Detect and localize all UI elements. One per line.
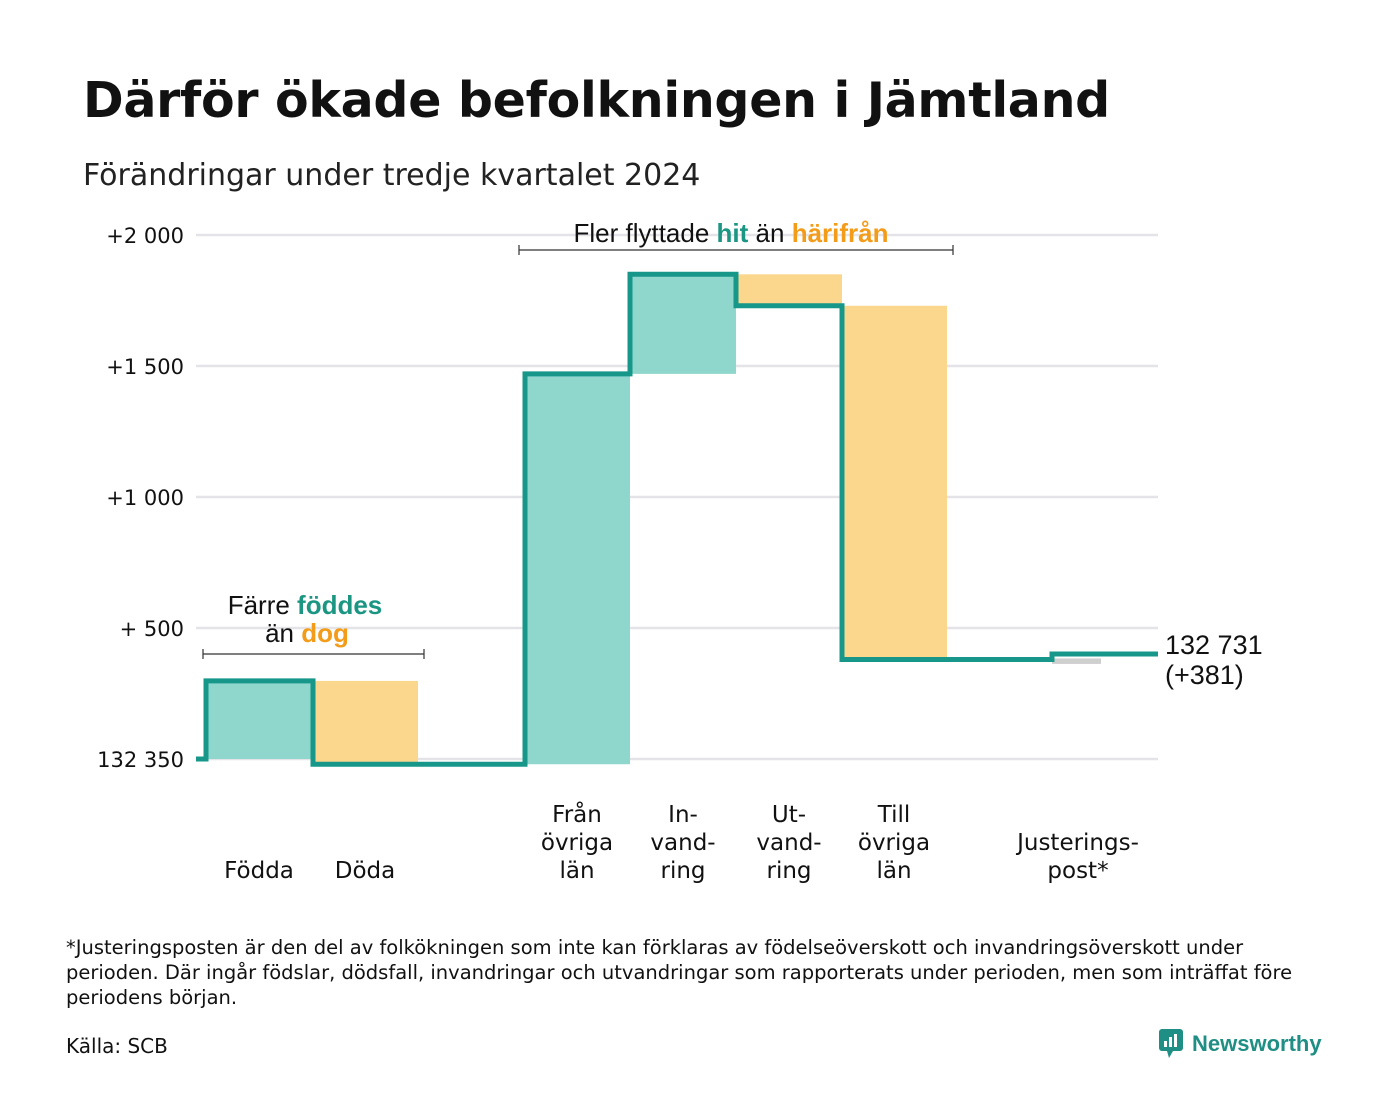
annotation-births-deaths-line2: än dog bbox=[265, 618, 349, 648]
waterfall-bar bbox=[842, 305, 947, 660]
category-label: Justerings- bbox=[1015, 830, 1139, 856]
waterfall-chart: 132 350 + 500 +1 000 +1 500 +2 000 Födda Döda F… bbox=[97, 218, 1263, 884]
cumulative-step-line bbox=[196, 271, 1158, 767]
category-label: vand- bbox=[756, 830, 821, 856]
newsworthy-logo-icon bbox=[1159, 1029, 1183, 1058]
category-label: In- bbox=[668, 802, 698, 828]
y-tick-label: + 500 bbox=[120, 617, 184, 641]
waterfall-bar bbox=[736, 274, 842, 306]
category-label: post* bbox=[1047, 858, 1108, 884]
annotation-births-deaths-line1: Färre föddes bbox=[228, 590, 383, 620]
annotation-bracket bbox=[202, 649, 425, 659]
waterfall-bar bbox=[525, 373, 630, 765]
category-label: övriga bbox=[541, 830, 613, 856]
category-label: Ut- bbox=[772, 802, 806, 828]
brand-name: Newsworthy bbox=[1192, 1031, 1322, 1056]
end-change-label: (+381) bbox=[1165, 660, 1244, 690]
category-label: län bbox=[559, 858, 594, 884]
chart-subtitle: Förändringar under tredje kvartalet 2024 bbox=[83, 158, 701, 193]
category-label: Från bbox=[552, 800, 602, 828]
source-label: Källa: SCB bbox=[66, 1034, 168, 1058]
chart-title: Därför ökade befolkningen i Jämtland bbox=[83, 72, 1110, 129]
annotation-migration: Fler flyttade hit än härifrån bbox=[573, 218, 888, 248]
category-label: län bbox=[876, 858, 911, 884]
annotation-bracket bbox=[518, 245, 954, 255]
category-label: övriga bbox=[858, 830, 930, 856]
category-label: vand- bbox=[650, 830, 715, 856]
waterfall-bar bbox=[206, 680, 313, 759]
waterfall-bar bbox=[630, 274, 736, 374]
footnote: *Justeringsposten är den del av folkökni… bbox=[66, 936, 1293, 1009]
waterfall-bar bbox=[313, 680, 418, 765]
y-tick-label: +1 000 bbox=[106, 486, 184, 510]
category-label: Döda bbox=[335, 858, 395, 884]
y-tick-label: 132 350 bbox=[97, 748, 184, 772]
brand-logo: Newsworthy bbox=[1158, 1028, 1322, 1060]
category-label: ring bbox=[660, 858, 705, 884]
y-tick-label: +2 000 bbox=[106, 224, 184, 248]
end-value-label: 132 731 bbox=[1165, 630, 1263, 660]
category-label: Födda bbox=[224, 858, 294, 884]
y-tick-label: +1 500 bbox=[106, 355, 184, 379]
category-label: ring bbox=[766, 858, 811, 884]
category-label: Till bbox=[877, 802, 911, 828]
waterfall-bar bbox=[1052, 658, 1101, 664]
